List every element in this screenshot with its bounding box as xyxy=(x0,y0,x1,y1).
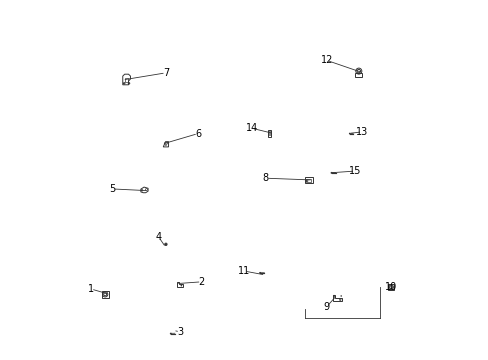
Text: 3: 3 xyxy=(177,327,183,337)
Text: 2: 2 xyxy=(198,277,204,287)
Text: 10: 10 xyxy=(384,282,396,292)
Bar xyxy=(387,284,393,290)
Bar xyxy=(102,291,108,298)
Text: 11: 11 xyxy=(238,266,250,276)
Text: 7: 7 xyxy=(163,68,169,78)
Bar xyxy=(268,131,270,132)
Bar xyxy=(268,133,270,134)
Text: 14: 14 xyxy=(245,123,257,133)
Bar xyxy=(267,130,271,137)
Text: 9: 9 xyxy=(323,302,329,312)
Text: 1: 1 xyxy=(88,284,94,294)
Bar xyxy=(305,177,312,184)
Text: 8: 8 xyxy=(263,173,268,183)
Text: 15: 15 xyxy=(348,166,361,176)
Bar xyxy=(305,179,311,182)
Text: 6: 6 xyxy=(195,129,201,139)
Text: 5: 5 xyxy=(109,184,115,194)
Text: 4: 4 xyxy=(155,232,162,242)
Text: 12: 12 xyxy=(320,55,332,65)
Text: 13: 13 xyxy=(356,127,368,137)
